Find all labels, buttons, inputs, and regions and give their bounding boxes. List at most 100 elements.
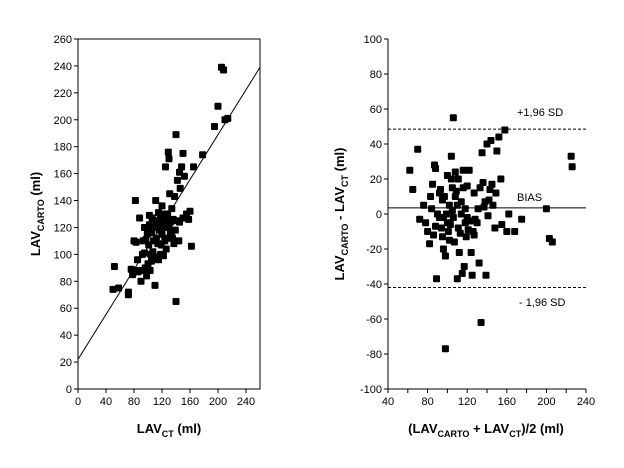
right-data-point (447, 175, 455, 183)
left-data-point (151, 281, 159, 289)
left-data-point (175, 237, 183, 245)
right-data-point (463, 182, 471, 190)
right-x-tick-label: 80 (421, 396, 433, 408)
left-data-point (168, 205, 176, 213)
left-y-tick-label: 100 (54, 249, 72, 261)
right-data-point (548, 238, 556, 246)
left-data-point (164, 210, 172, 218)
left-y-tick-label: 260 (54, 34, 72, 46)
left-data-point (146, 267, 154, 275)
right-data-point (497, 175, 505, 183)
left-data-point (132, 238, 140, 246)
right-data-point (439, 245, 447, 253)
right-data-point (440, 193, 448, 200)
left-data-point (187, 242, 195, 250)
bias-label: BIAS (517, 192, 542, 204)
left-x-tick-label: 40 (100, 396, 112, 408)
left-y-tick-label: 60 (60, 303, 72, 315)
left-y-tick-label: 180 (54, 142, 72, 154)
left-data-point (172, 131, 180, 139)
left-data-point (185, 215, 193, 223)
left-data-point (131, 197, 139, 205)
left-data-point (178, 163, 186, 171)
right-data-point (467, 249, 475, 256)
right-data-point (503, 228, 511, 235)
right-data-point (473, 219, 481, 227)
right-y-tick-label: 20 (370, 174, 382, 186)
left-data-point (143, 272, 151, 280)
left-axis-ticks: 0 40 80 120 160 200 240 0 20 40 60 80 100 120 140 160 18… (54, 34, 256, 408)
left-y-axis-title: LAVCARTO (ml) (28, 172, 46, 256)
left-y-tick-label: 80 (60, 276, 72, 288)
right-data-point (436, 186, 444, 193)
upper-sd-label: +1,96 SD (517, 107, 563, 119)
left-data-point (220, 66, 228, 74)
right-data-point (484, 212, 492, 220)
left-data-point (158, 230, 166, 238)
left-data-point (124, 291, 132, 299)
right-data-point (489, 201, 497, 209)
left-scatter-panel: 0 40 80 120 160 200 240 0 20 40 60 80 100 120 140 160 18… (28, 34, 261, 439)
left-data-point (179, 149, 187, 157)
right-x-tick-label: 160 (498, 396, 516, 408)
right-data-point (444, 228, 452, 235)
right-data-point (433, 275, 441, 283)
left-x-tick-label: 80 (128, 396, 140, 408)
right-data-point (432, 222, 440, 230)
right-data-point (470, 189, 478, 197)
right-data-point (414, 145, 422, 153)
right-data-point (420, 201, 428, 209)
left-x-tick-label: 0 (75, 396, 81, 408)
right-data-point (479, 179, 487, 186)
right-x-tick-label: 40 (382, 396, 394, 408)
left-x-tick-label: 240 (237, 396, 255, 408)
right-data-point (461, 205, 469, 213)
left-data-point (134, 256, 141, 264)
right-data-point (475, 259, 483, 267)
left-data-point (148, 229, 155, 237)
right-data-point (465, 166, 473, 174)
left-data-point (186, 207, 194, 215)
left-y-tick-label: 200 (54, 115, 72, 127)
right-x-axis-title: (LAVCARTO + LAVCT)/2 (ml) (408, 421, 564, 439)
right-data-point (426, 240, 434, 248)
right-data-point (505, 210, 513, 218)
left-y-tick-label: 0 (66, 384, 72, 396)
left-y-tick-label: 140 (54, 196, 72, 208)
right-y-tick-label: 80 (370, 69, 382, 81)
right-data-point (424, 228, 432, 235)
right-data-point (441, 345, 449, 353)
left-data-points (109, 63, 232, 305)
left-data-point (152, 197, 160, 205)
left-data-point (150, 223, 158, 231)
left-data-point (109, 285, 117, 293)
left-data-point (180, 172, 188, 180)
right-data-point (488, 180, 496, 188)
right-data-point (491, 224, 499, 232)
right-x-tick-label: 120 (458, 396, 476, 408)
left-y-tick-label: 220 (54, 88, 72, 100)
left-x-axis-title: LAVCT (ml) (137, 421, 202, 439)
lower-sd-label: - 1,96 SD (519, 297, 566, 309)
right-data-point (449, 214, 457, 221)
left-data-point (136, 214, 144, 222)
right-data-point (452, 187, 460, 195)
right-data-point (442, 210, 450, 218)
right-data-point (455, 249, 463, 256)
right-data-point (492, 189, 500, 197)
right-data-point (518, 215, 526, 223)
right-y-tick-label: -40 (366, 279, 382, 291)
right-data-point (406, 166, 414, 174)
left-data-point (224, 114, 232, 122)
right-y-tick-label: 0 (376, 209, 382, 221)
right-data-point (438, 233, 446, 241)
left-data-point (141, 249, 148, 257)
right-data-point (416, 215, 424, 223)
right-x-tick-label: 240 (577, 396, 595, 408)
right-y-tick-label: -20 (366, 244, 382, 256)
right-data-point (462, 233, 470, 241)
right-data-point (422, 219, 430, 227)
left-data-point (173, 176, 181, 184)
left-data-point (164, 148, 172, 156)
left-data-point (127, 265, 135, 273)
